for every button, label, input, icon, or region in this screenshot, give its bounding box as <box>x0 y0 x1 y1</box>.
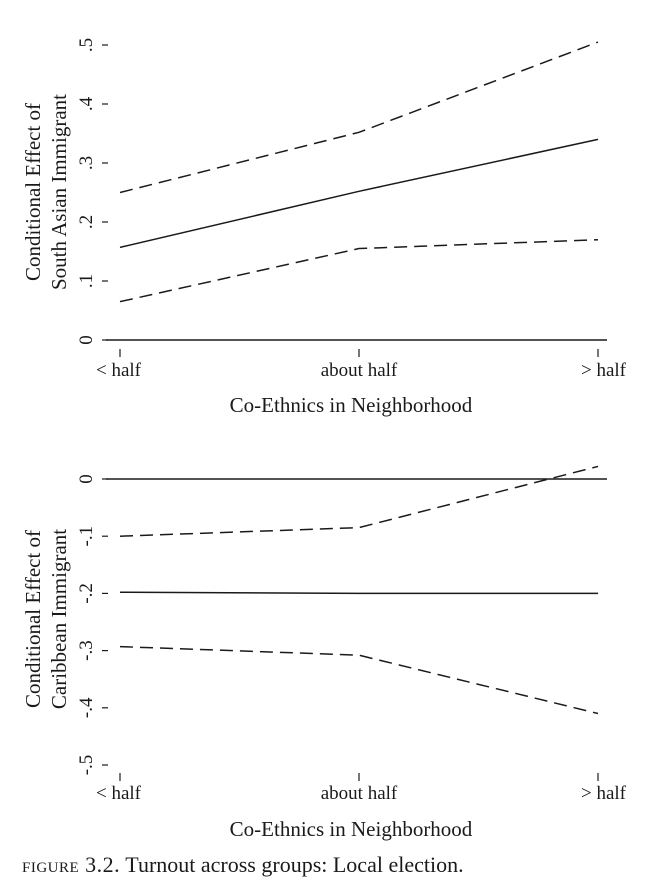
y-tick-label: .2 <box>76 215 97 229</box>
y-tick-label: -.1 <box>76 526 97 547</box>
estimate-line <box>119 138 599 249</box>
y-tick-label: .3 <box>76 156 97 170</box>
figure-caption-text: Turnout across groups: Local election. <box>125 852 464 877</box>
x-tick-label: about half <box>321 360 398 381</box>
x-axis-title: Co-Ethnics in Neighborhood <box>230 393 473 417</box>
y-tick-label: .5 <box>76 38 97 52</box>
x-tick-label: about half <box>321 783 398 804</box>
y-tick-label: -.4 <box>76 697 97 718</box>
figure-caption: FIGURE 3.2. Turnout across groups: Local… <box>22 852 642 878</box>
x-tick-label: < half <box>96 783 142 804</box>
upper-bound-line <box>119 41 599 194</box>
y-tick-label: 0 <box>76 335 97 345</box>
x-tick-label: > half <box>581 783 627 804</box>
lower-bound-line <box>119 238 599 303</box>
y-tick-label: -.2 <box>76 583 97 604</box>
chart-panel-caribbean: 0 -.1 -.2 -.3 -.4 -.5 < half about half > half Co… <box>21 465 627 841</box>
figure-caption-label: FIGURE 3.2. <box>22 852 121 877</box>
y-tick-label: 0 <box>76 474 97 484</box>
figure-canvas: 0 .1 .2 .3 .4 .5 < half about half > half Co-Ethn… <box>21 38 627 841</box>
y-tick-label: .1 <box>76 274 97 288</box>
y-axis-title-line-2: South Asian Immigrant <box>47 94 71 290</box>
lower-bound-line <box>119 645 599 715</box>
y-tick-label: -.3 <box>76 640 97 661</box>
x-axis-title: Co-Ethnics in Neighborhood <box>230 817 473 841</box>
chart-panel-south-asian: 0 .1 .2 .3 .4 .5 < half about half > half Co-Ethn… <box>21 38 627 417</box>
x-tick-label: < half <box>96 360 142 381</box>
x-tick-label: > half <box>581 360 627 381</box>
y-tick-label: -.5 <box>76 755 97 776</box>
y-axis-title-line-2: Caribbean Immigrant <box>47 529 71 709</box>
y-axis-title-line-1: Conditional Effect of <box>21 530 45 708</box>
y-axis-title-line-1: Conditional Effect of <box>21 103 45 281</box>
y-tick-label: .4 <box>76 96 97 111</box>
estimate-line <box>119 591 598 595</box>
upper-bound-line <box>119 465 599 537</box>
